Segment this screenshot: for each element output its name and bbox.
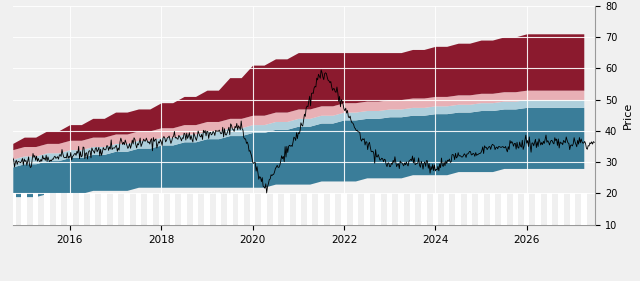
Bar — [376, 194, 381, 225]
Bar — [433, 194, 438, 225]
Bar — [318, 194, 324, 225]
Bar — [273, 194, 278, 225]
Bar — [159, 194, 164, 225]
Bar — [387, 194, 392, 225]
Bar — [513, 194, 518, 225]
Bar — [307, 194, 312, 225]
Bar — [547, 194, 552, 225]
Bar — [261, 194, 267, 225]
Bar — [147, 194, 152, 225]
Bar — [10, 194, 15, 225]
Bar — [113, 194, 118, 225]
Bar — [341, 194, 347, 225]
Bar — [101, 194, 107, 225]
Bar — [67, 194, 72, 225]
Bar — [79, 194, 84, 225]
Bar — [536, 194, 541, 225]
Y-axis label: Price: Price — [623, 102, 633, 129]
Bar — [501, 194, 507, 225]
Bar — [170, 194, 175, 225]
Bar — [558, 194, 564, 225]
Bar — [44, 194, 50, 225]
Bar — [56, 194, 61, 225]
Bar — [136, 194, 141, 225]
Bar — [284, 194, 290, 225]
Bar — [467, 194, 472, 225]
Bar — [410, 194, 415, 225]
Bar — [227, 194, 232, 225]
Bar — [330, 194, 335, 225]
Bar — [22, 194, 27, 225]
Bar — [216, 194, 221, 225]
Bar — [490, 194, 495, 225]
Bar — [421, 194, 427, 225]
Bar — [250, 194, 255, 225]
Bar — [570, 194, 575, 225]
Bar — [581, 194, 586, 225]
Bar — [33, 194, 38, 225]
Bar — [456, 194, 461, 225]
Bar — [444, 194, 449, 225]
Bar — [524, 194, 529, 225]
Bar — [204, 194, 210, 225]
Bar — [90, 194, 95, 225]
Bar — [353, 194, 358, 225]
Bar — [239, 194, 244, 225]
Bar — [296, 194, 301, 225]
Bar — [364, 194, 369, 225]
Bar — [193, 194, 198, 225]
Bar — [478, 194, 484, 225]
Bar — [124, 194, 130, 225]
Bar — [181, 194, 187, 225]
Bar — [398, 194, 404, 225]
